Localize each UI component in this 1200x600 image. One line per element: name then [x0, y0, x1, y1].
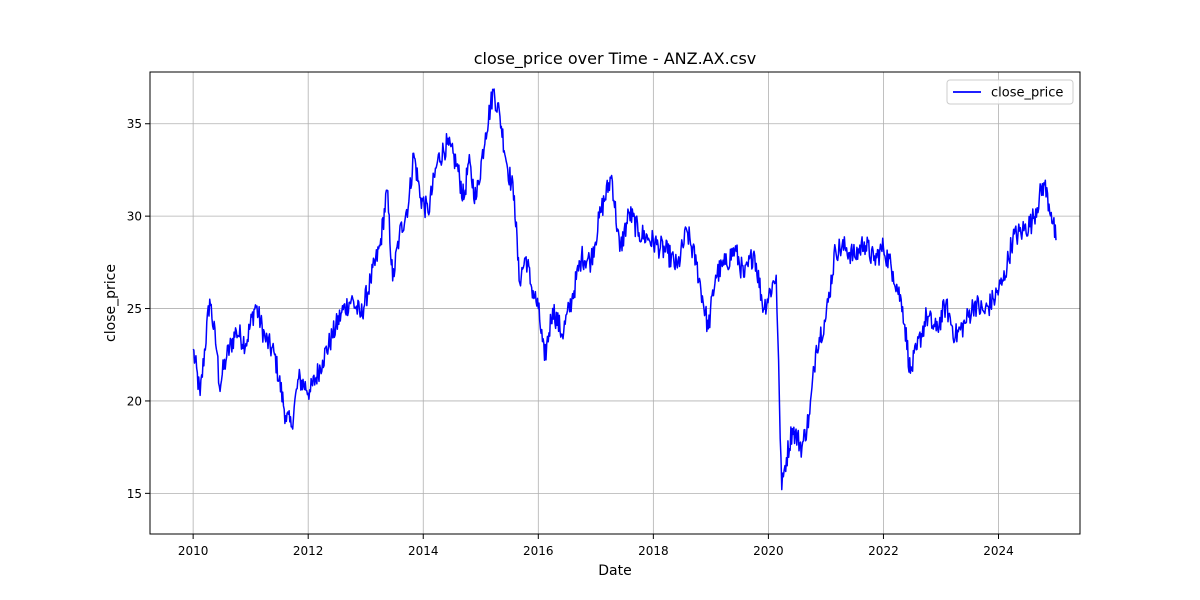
x-tick-label: 2012: [293, 544, 324, 558]
x-axis-label: Date: [598, 563, 631, 579]
y-tick-label: 35: [127, 117, 142, 131]
legend: close_price: [946, 79, 1074, 105]
x-tick-label: 2020: [753, 544, 784, 558]
x-tick-label: 2022: [868, 544, 899, 558]
x-tick-label: 2018: [638, 544, 669, 558]
x-tick-label: 2014: [408, 544, 439, 558]
axes: 2010 2012 2014 2016 2018 2020 2022 2024 15 20 25 30…: [127, 117, 1014, 558]
y-axis-label: close_price: [103, 264, 119, 342]
x-tick-label: 2010: [178, 544, 209, 558]
gridlines: [150, 72, 1080, 534]
y-tick-label: 20: [127, 394, 142, 408]
legend-box: [946, 79, 1074, 105]
y-tick-label: 30: [127, 210, 142, 224]
series-line-close_price: [192, 88, 1057, 491]
y-tick-label: 25: [127, 302, 142, 316]
chart-title: close_price over Time - ANZ.AX.csv: [474, 49, 757, 69]
y-tick-label: 15: [127, 487, 142, 501]
x-tick-label: 2016: [523, 544, 554, 558]
series-layer: [192, 88, 1057, 491]
plot-area-frame: [149, 71, 1081, 535]
x-tick-label: 2024: [983, 544, 1014, 558]
legend-label: close_price: [991, 86, 1063, 101]
